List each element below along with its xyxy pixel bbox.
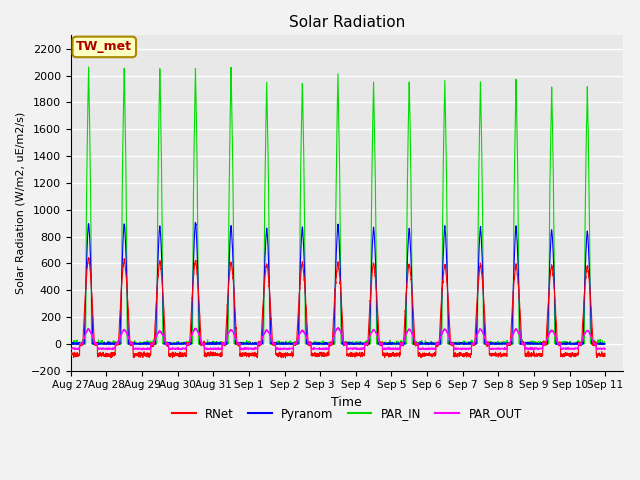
PAR_OUT <box>601 346 609 351</box>
RNet <box>282 355 289 361</box>
PAR_OUT <box>182 347 189 352</box>
PAR_IN <box>67 341 75 347</box>
RNet <box>390 352 398 358</box>
RNet <box>399 340 407 346</box>
RNet <box>601 350 609 356</box>
RNet <box>67 350 75 356</box>
PAR_IN <box>601 341 609 347</box>
Pyranom <box>67 341 75 347</box>
RNet <box>182 353 189 359</box>
RNet <box>216 351 224 357</box>
Line: PAR_IN: PAR_IN <box>71 67 605 344</box>
PAR_OUT <box>216 347 224 352</box>
PAR_IN <box>399 338 407 344</box>
Line: PAR_OUT: PAR_OUT <box>71 328 605 350</box>
Pyranom <box>191 219 199 225</box>
Y-axis label: Solar Radiation (W/m2, uE/m2/s): Solar Radiation (W/m2, uE/m2/s) <box>15 112 25 294</box>
PAR_IN <box>84 64 92 70</box>
Text: TW_met: TW_met <box>76 40 132 53</box>
PAR_OUT <box>399 339 407 345</box>
RNet <box>601 351 609 357</box>
Line: Pyranom: Pyranom <box>71 222 605 344</box>
PAR_OUT <box>334 325 342 331</box>
PAR_IN <box>601 341 609 347</box>
PAR_OUT <box>390 346 398 351</box>
RNet <box>84 254 92 260</box>
PAR_IN <box>216 341 224 347</box>
Pyranom <box>601 341 609 347</box>
PAR_IN <box>390 340 397 346</box>
PAR_IN <box>182 341 189 347</box>
PAR_OUT <box>601 347 609 352</box>
Pyranom <box>182 340 189 346</box>
Pyranom <box>601 341 609 347</box>
Legend: RNet, Pyranom, PAR_IN, PAR_OUT: RNet, Pyranom, PAR_IN, PAR_OUT <box>167 403 526 425</box>
RNet <box>550 289 558 295</box>
X-axis label: Time: Time <box>332 396 362 409</box>
PAR_IN <box>550 276 558 281</box>
Pyranom <box>550 288 558 294</box>
Pyranom <box>390 341 398 347</box>
PAR_OUT <box>67 347 75 352</box>
PAR_OUT <box>138 347 146 353</box>
Pyranom <box>216 340 224 346</box>
Line: RNet: RNet <box>71 257 605 358</box>
Pyranom <box>67 341 75 347</box>
Title: Solar Radiation: Solar Radiation <box>289 15 405 30</box>
Pyranom <box>399 340 407 346</box>
PAR_OUT <box>550 331 558 337</box>
